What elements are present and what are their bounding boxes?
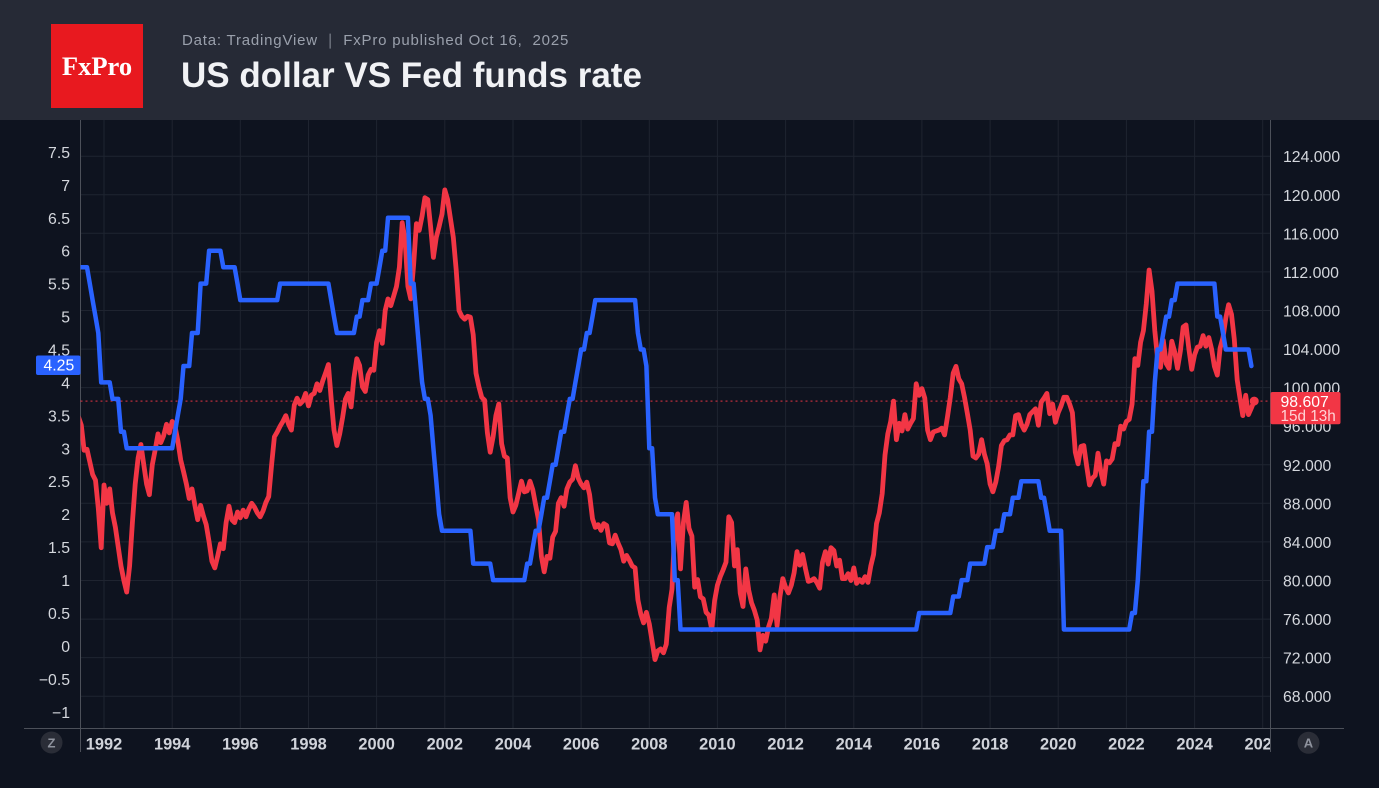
svg-text:2.5: 2.5 [48, 474, 70, 491]
svg-text:72.000: 72.000 [1283, 651, 1332, 668]
svg-text:4.5: 4.5 [48, 343, 70, 360]
svg-text:2: 2 [61, 507, 70, 524]
svg-text:2010: 2010 [699, 736, 735, 754]
svg-text:2024: 2024 [1176, 736, 1213, 754]
svg-text:2026: 2026 [1244, 736, 1280, 754]
svg-text:92.000: 92.000 [1283, 458, 1332, 475]
svg-text:−1: −1 [52, 705, 70, 722]
svg-text:3: 3 [61, 441, 70, 458]
svg-text:2008: 2008 [631, 736, 667, 754]
svg-text:80.000: 80.000 [1283, 574, 1332, 591]
svg-text:6: 6 [61, 244, 70, 261]
svg-text:84.000: 84.000 [1283, 535, 1332, 552]
svg-text:2006: 2006 [563, 736, 599, 754]
svg-text:A: A [1304, 736, 1314, 751]
svg-text:1992: 1992 [86, 736, 122, 754]
svg-text:108.000: 108.000 [1283, 304, 1340, 321]
svg-text:2012: 2012 [767, 736, 803, 754]
svg-text:1998: 1998 [290, 736, 326, 754]
svg-text:1996: 1996 [222, 736, 258, 754]
svg-text:3.5: 3.5 [48, 408, 70, 425]
svg-text:4: 4 [61, 375, 70, 392]
svg-text:2020: 2020 [1040, 736, 1076, 754]
svg-text:7: 7 [61, 178, 70, 195]
svg-text:104.000: 104.000 [1283, 342, 1340, 359]
svg-text:2000: 2000 [358, 736, 394, 754]
svg-text:5.5: 5.5 [48, 277, 70, 294]
svg-text:76.000: 76.000 [1283, 612, 1332, 629]
svg-text:2018: 2018 [972, 736, 1008, 754]
svg-text:88.000: 88.000 [1283, 496, 1332, 513]
svg-text:2016: 2016 [904, 736, 940, 754]
svg-text:2014: 2014 [836, 736, 873, 754]
svg-text:0: 0 [61, 639, 70, 656]
svg-text:2022: 2022 [1108, 736, 1144, 754]
svg-text:Z: Z [48, 735, 56, 750]
svg-text:2002: 2002 [427, 736, 463, 754]
svg-text:−0.5: −0.5 [39, 672, 70, 689]
svg-text:98.607: 98.607 [1281, 394, 1329, 411]
svg-text:1: 1 [61, 573, 70, 590]
svg-text:6.5: 6.5 [48, 211, 70, 228]
svg-text:112.000: 112.000 [1283, 265, 1339, 282]
svg-text:1994: 1994 [154, 736, 191, 754]
svg-text:15d 13h: 15d 13h [1281, 408, 1336, 425]
svg-text:7.5: 7.5 [48, 145, 70, 162]
svg-text:116.000: 116.000 [1283, 226, 1339, 243]
svg-text:0.5: 0.5 [48, 606, 70, 623]
svg-text:124.000: 124.000 [1283, 149, 1340, 166]
svg-text:120.000: 120.000 [1283, 188, 1340, 205]
svg-text:68.000: 68.000 [1283, 689, 1332, 706]
svg-text:2004: 2004 [495, 736, 532, 754]
svg-text:1.5: 1.5 [48, 540, 70, 557]
svg-text:5: 5 [61, 310, 70, 327]
svg-text:4.25: 4.25 [44, 358, 75, 375]
